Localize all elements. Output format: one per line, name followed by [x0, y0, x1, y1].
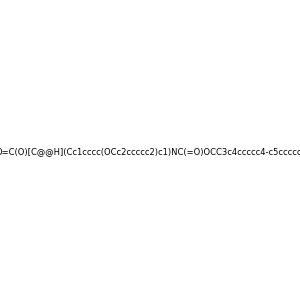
Text: O=C(O)[C@@H](Cc1cccc(OCc2ccccc2)c1)NC(=O)OCC3c4ccccc4-c5ccccc35: O=C(O)[C@@H](Cc1cccc(OCc2ccccc2)c1)NC(=O…	[0, 147, 300, 156]
